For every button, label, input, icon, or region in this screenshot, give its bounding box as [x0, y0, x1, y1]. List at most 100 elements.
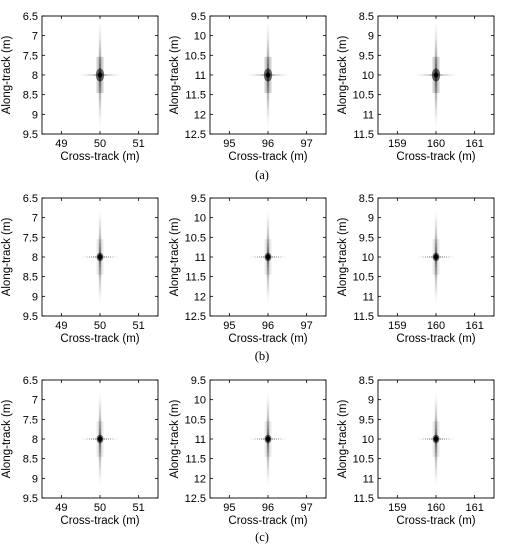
plot-3-along-sidelobe-up-8: [98, 226, 102, 230]
plot-1-along-sidelobe-down-3: [266, 86, 270, 91]
plot-0-along-sidelobe-up-9: [98, 35, 102, 40]
plot-8: 159 160 161 8.5 9 9.5 10 10.5 11 11.5 Cross-track …: [337, 375, 495, 527]
plot-6-ytick-label-6: 9.5: [23, 493, 38, 505]
plot-7-along-sidelobe-up-10: [266, 401, 270, 405]
plot-5-along-sidelobe-down-3: [434, 267, 438, 271]
plot-4: 95 96 97 9.5 10 10.5 11 11.5 12 12.5 Cross-track (…: [169, 193, 327, 345]
plot-8-along-sidelobe-down-5: [434, 456, 438, 460]
plot-2-along-sidelobe-down-11: [434, 118, 438, 123]
plot-0-xtick-label-2: 51: [133, 138, 145, 150]
plot-1-along-sidelobe-up-7: [266, 43, 270, 48]
row-label-a: (a): [255, 168, 269, 182]
plot-8-ytick-label-6: 11.5: [353, 493, 374, 505]
plot-3-ytick-label-2: 7.5: [23, 232, 38, 244]
plot-8-cross-sidelobe-left-4: [427, 438, 428, 440]
plot-4-xtick-label-2: 97: [301, 320, 313, 332]
plot-7-along-sidelobe-up-9: [266, 404, 270, 409]
plot-6-along-sidelobe-down-5: [98, 456, 102, 460]
plot-3-along-sidelobe-up-1: [98, 250, 102, 254]
plot-0-ytick-label-0: 6.5: [23, 11, 38, 23]
plot-7-cross-sidelobe-left-9: [250, 438, 251, 440]
plot-8-ytick-label-2: 9.5: [359, 414, 374, 426]
plot-7-along-sidelobe-down-1: [266, 442, 270, 446]
plot-4-along-sidelobe-down-9: [266, 287, 270, 292]
plot-4-cross-sidelobe-right-2: [272, 256, 274, 258]
plot-5-along-sidelobe-up-6: [434, 233, 438, 237]
plot-7-along-sidelobe-down-11: [266, 476, 270, 481]
plot-1-cross-sidelobe-left-3: [260, 74, 262, 76]
plot-3-along-sidelobe-up-9: [98, 222, 102, 227]
plot-0-along-sidelobe-up-6: [98, 47, 102, 52]
plot-5-along-sidelobe-up-3: [434, 243, 438, 247]
plot-8-xtick-label-1: 160: [427, 502, 445, 514]
plot-3-cross-sidelobe-right-2: [104, 256, 106, 258]
plot-0-ytick-label-5: 9: [32, 109, 38, 121]
plot-5-along-sidelobe-up-13: [435, 209, 437, 212]
plot-0-ytick-label-6: 9.5: [23, 129, 38, 141]
plot-0-ytick-label-1: 7: [32, 31, 38, 43]
plot-7-cross-sidelobe-left-5: [257, 438, 258, 440]
plot-7-along-sidelobe-down-6: [266, 459, 270, 463]
plot-0-along-sidelobe-down-10: [98, 114, 102, 119]
plot-1-along-sidelobe-up-6: [266, 47, 270, 52]
plot-2-ytick-label-6: 11.5: [353, 129, 374, 141]
plot-7-ylabel: Along-track (m): [169, 400, 181, 479]
plot-0-ytick-label-2: 7.5: [23, 50, 38, 62]
plot-6-ytick-label-0: 6.5: [23, 375, 38, 387]
plot-0-along-sidelobe-up-12: [99, 24, 101, 28]
plot-2-cross-sidelobe-right-3: [442, 74, 444, 76]
plot-4-xtick-label-1: 96: [262, 320, 274, 332]
plot-3-xtick-label-0: 49: [55, 320, 67, 332]
plot-8-cross-sidelobe-left-5: [425, 438, 426, 440]
plot-1-cross-sidelobe-right-7: [282, 74, 284, 76]
plot-7-ytick-label-3: 11: [195, 434, 206, 446]
plot-3-along-sidelobe-up-11: [98, 215, 102, 220]
plot-7-along-sidelobe-down-2: [266, 445, 270, 450]
plot-5-cross-sidelobe-left-9: [418, 256, 419, 258]
plot-8-main-lobe: [433, 436, 439, 442]
plot-2-along-sidelobe-down-2: [434, 82, 438, 87]
plot-3-ytick-label-1: 7: [32, 213, 38, 225]
plot-1-cross-sidelobe-right-3: [274, 74, 276, 76]
plot-3-along-sidelobe-down-13: [99, 302, 101, 305]
plot-0-ytick-label-4: 8.5: [23, 90, 38, 102]
plot-3-xtick-label-2: 51: [133, 320, 145, 332]
plot-8-along-sidelobe-down-4: [434, 452, 438, 457]
plot-4-along-sidelobe-down-8: [266, 284, 270, 288]
plot-5-ytick-label-6: 11.5: [353, 311, 374, 323]
plot-4-ytick-label-2: 10.5: [185, 232, 206, 244]
plot-5-cross-sidelobe-right-7: [449, 256, 451, 258]
plot-0-along-sidelobe-up-10: [98, 31, 102, 36]
plot-2-along-sidelobe-up-8: [434, 39, 438, 44]
plot-7-cross-sidelobe-left-7: [253, 438, 255, 440]
plot-6-cross-sidelobe-right-4: [108, 438, 109, 440]
plot-2-along-sidelobe-up-12: [435, 24, 437, 28]
plot-5-along-sidelobe-up-5: [434, 236, 438, 240]
plot-4-cross-sidelobe-right-5: [278, 256, 279, 258]
plot-1-cross-sidelobe-right-9: [287, 74, 288, 76]
plot-6-along-sidelobe-up-2: [98, 428, 102, 433]
plot-6-along-sidelobe-up-6: [98, 415, 102, 419]
plot-5-ytick-label-0: 8.5: [359, 193, 374, 205]
plot-0-main-lobe: [97, 72, 103, 78]
plot-4-along-sidelobe-up-8: [266, 226, 270, 230]
plot-8-cross-sidelobe-right-9: [454, 438, 455, 440]
plot-6-cross-sidelobe-left-2: [94, 438, 96, 440]
plot-5-main-lobe: [433, 254, 439, 260]
plot-8-along-sidelobe-down-10: [434, 473, 438, 477]
plot-0-cross-sidelobe-right-6: [112, 74, 114, 76]
plot-1-along-sidelobe-up-9: [266, 35, 270, 40]
plot-3-along-sidelobe-up-12: [99, 212, 101, 215]
plot-1-along-sidelobe-up-5: [266, 51, 270, 56]
plot-7-cross-sidelobe-right-2: [272, 438, 274, 440]
plot-6-along-sidelobe-up-13: [99, 391, 101, 394]
plot-0-cross-sidelobe-right-8: [116, 74, 118, 76]
plot-7-cross-sidelobe-right-4: [276, 438, 277, 440]
plot-3-along-sidelobe-up-6: [98, 233, 102, 237]
plot-3-along-sidelobe-down-9: [98, 287, 102, 292]
plot-1-xtick-label-2: 97: [301, 138, 313, 150]
plot-6-along-sidelobe-down-3: [98, 449, 102, 453]
plot-8-cross-sidelobe-right-4: [444, 438, 445, 440]
plot-5-cross-sidelobe-left-8: [419, 256, 421, 258]
plot-1-along-sidelobe-down-4: [266, 90, 270, 95]
